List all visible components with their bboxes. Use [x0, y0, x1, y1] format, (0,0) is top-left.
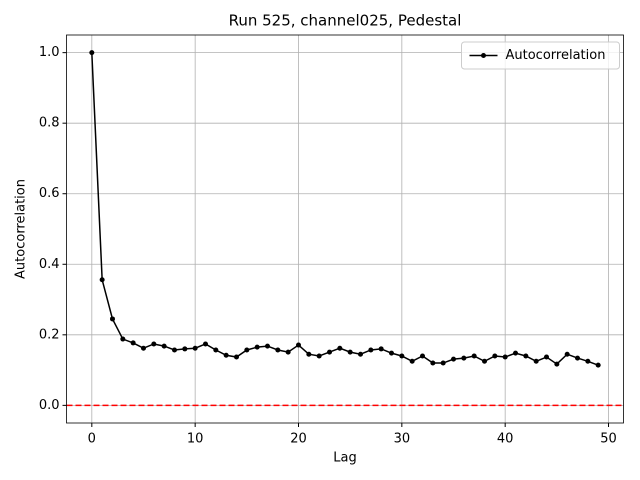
data-point [109, 316, 115, 322]
data-point [575, 355, 581, 361]
data-point [585, 358, 591, 364]
x-tick-label: 50 [600, 432, 617, 447]
data-point [358, 351, 364, 357]
y-tick-label: 0.2 [39, 327, 60, 342]
data-point [337, 345, 343, 351]
data-point [564, 351, 570, 357]
data-point [430, 360, 436, 366]
x-axis-label: Lag [333, 451, 356, 466]
data-point [192, 345, 198, 351]
data-point [533, 358, 539, 364]
data-point [440, 360, 446, 366]
data-point [502, 354, 508, 360]
y-tick-label: 0.4 [39, 257, 60, 272]
data-point [295, 342, 301, 348]
data-point [471, 353, 477, 359]
data-point [399, 353, 405, 359]
data-point [171, 347, 177, 353]
data-point [182, 346, 188, 352]
x-tick-label: 10 [187, 432, 204, 447]
data-point [99, 277, 105, 283]
data-point [140, 345, 146, 351]
y-tick-label: 0.6 [39, 186, 60, 201]
data-point [326, 349, 332, 355]
axes-frame [66, 34, 624, 424]
x-tick-label: 20 [290, 432, 307, 447]
data-point [264, 343, 270, 349]
y-tick-label: 0.0 [39, 398, 60, 413]
data-point [244, 347, 250, 353]
data-point [554, 361, 560, 367]
x-tick-label: 0 [88, 432, 96, 447]
data-point [544, 354, 550, 360]
data-point [389, 350, 395, 356]
data-point [316, 353, 322, 359]
data-point [285, 349, 291, 355]
data-point [451, 356, 457, 362]
x-tick-label: 30 [394, 432, 411, 447]
data-point [523, 353, 529, 359]
data-point [306, 351, 312, 357]
chart-title: Run 525, channel025, Pedestal [229, 12, 462, 30]
y-tick-label: 0.8 [39, 116, 60, 131]
data-point [420, 353, 426, 359]
legend-box [461, 41, 620, 70]
y-tick-label: 1.0 [39, 45, 60, 60]
data-point [347, 349, 353, 355]
data-point [130, 340, 136, 346]
data-point [202, 341, 208, 347]
data-point [254, 344, 260, 350]
data-point [368, 347, 374, 353]
data-point [492, 353, 498, 359]
data-point [409, 358, 415, 364]
data-point [275, 347, 281, 353]
legend-label: Autocorrelation [506, 48, 606, 63]
data-point [482, 358, 488, 364]
data-point [151, 341, 157, 347]
data-point [513, 350, 519, 356]
data-point [120, 336, 126, 342]
data-point [595, 362, 601, 368]
x-tick-label: 40 [497, 432, 514, 447]
data-point [378, 346, 384, 352]
data-point [223, 352, 229, 358]
data-point [461, 355, 467, 361]
data-point [89, 50, 95, 56]
data-point [213, 347, 219, 353]
data-point [233, 354, 239, 360]
data-point [161, 343, 167, 349]
legend-marker [481, 53, 486, 58]
y-axis-label: Autocorrelation [14, 179, 29, 279]
